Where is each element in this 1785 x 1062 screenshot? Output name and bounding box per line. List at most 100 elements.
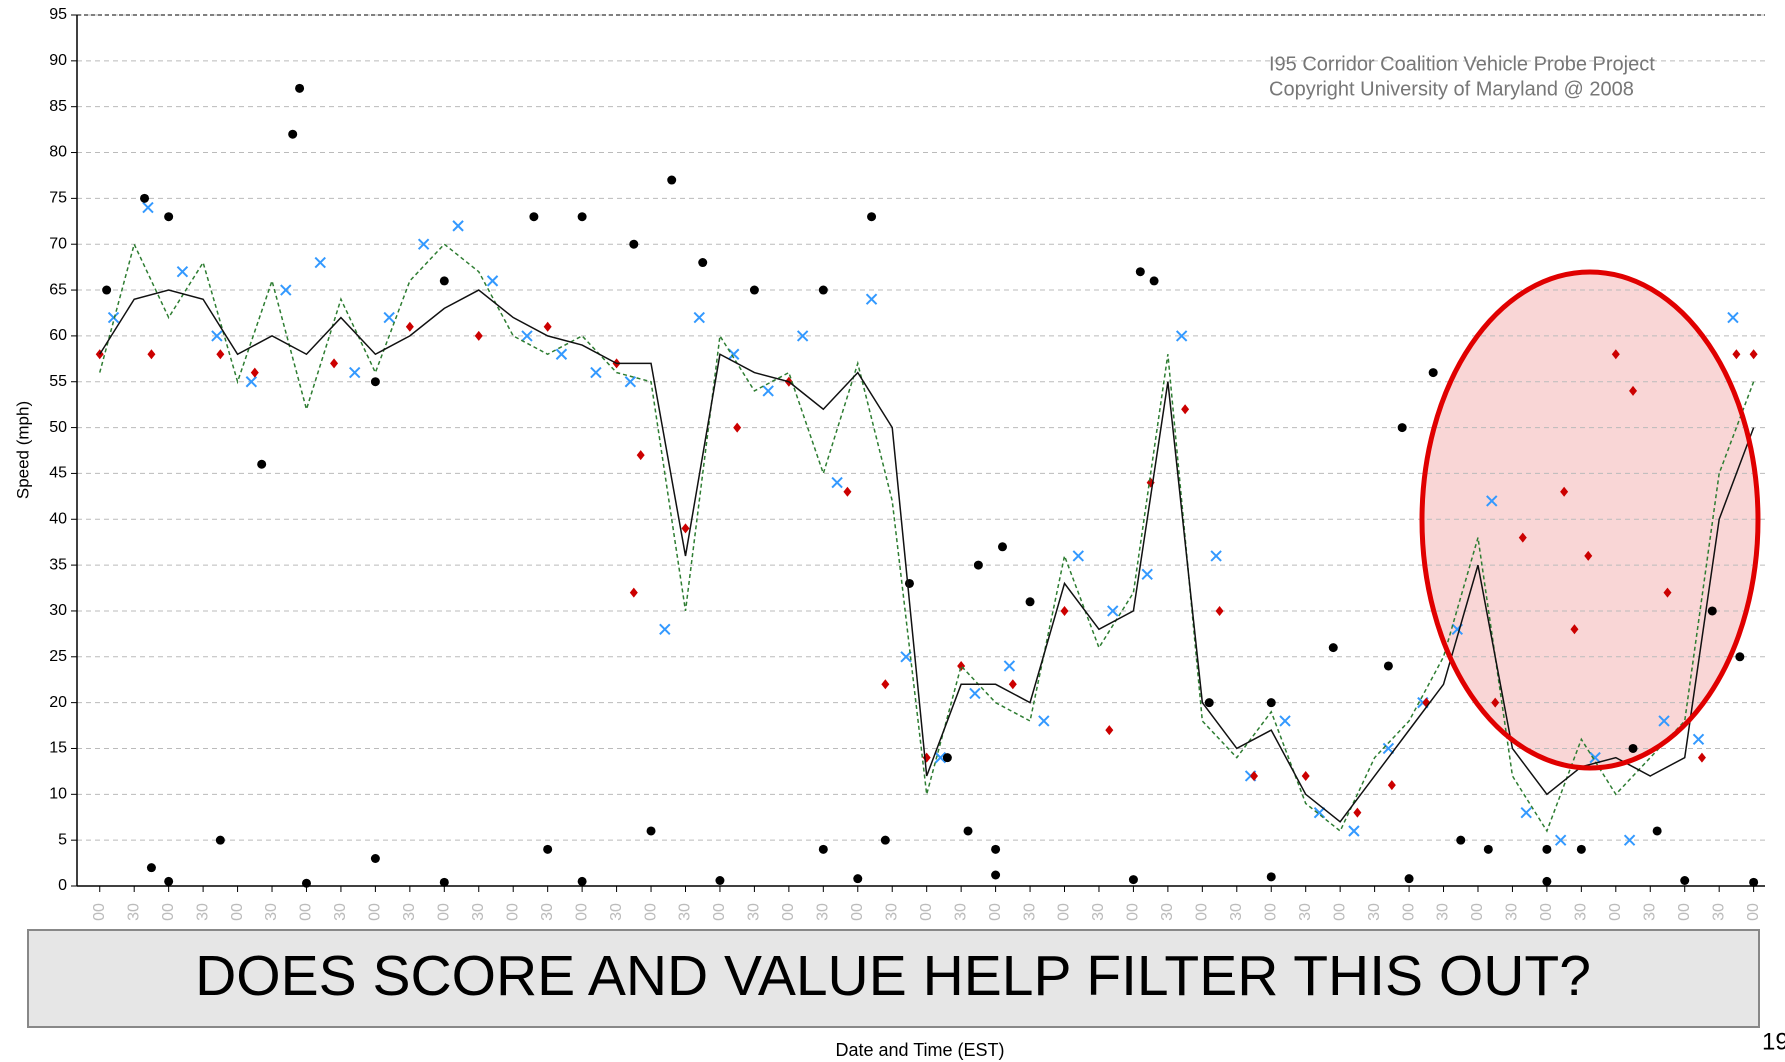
diamond-marker bbox=[405, 321, 414, 332]
y-tick-label: 85 bbox=[49, 98, 67, 115]
annotation: I95 Corridor Coalition Vehicle Probe Pro… bbox=[1269, 53, 1655, 75]
highlight-ellipse bbox=[1419, 269, 1761, 771]
diamond-marker bbox=[250, 367, 259, 378]
x-tick-label: 30 bbox=[952, 903, 969, 921]
dot-marker bbox=[439, 877, 449, 887]
dot-marker bbox=[997, 542, 1007, 552]
dot-marker bbox=[1680, 875, 1690, 885]
y-tick-label: 55 bbox=[49, 373, 67, 390]
diamond-marker bbox=[147, 349, 156, 360]
dot-marker bbox=[1383, 661, 1393, 671]
x-marker bbox=[659, 623, 671, 635]
x-marker bbox=[107, 311, 120, 324]
x-tick-label: 00 bbox=[1538, 903, 1555, 921]
x-marker bbox=[1003, 660, 1016, 672]
dot-marker bbox=[577, 876, 587, 886]
dot-marker bbox=[749, 285, 759, 295]
x-tick-label: 00 bbox=[160, 903, 177, 921]
diamond-marker bbox=[543, 321, 552, 332]
x-tick-label: 00 bbox=[987, 903, 1004, 921]
x-marker bbox=[1175, 330, 1188, 342]
x-marker bbox=[1554, 834, 1567, 846]
x-tick-label: 00 bbox=[1469, 903, 1486, 921]
x-tick-label: 30 bbox=[332, 903, 349, 921]
x-tick-label: 00 bbox=[918, 903, 935, 921]
y-tick-label: 75 bbox=[49, 190, 67, 207]
dot-marker bbox=[140, 193, 150, 203]
x-marker bbox=[452, 220, 464, 232]
diamond-marker bbox=[1301, 770, 1310, 781]
x-tick-label: 30 bbox=[470, 903, 487, 921]
callout-box bbox=[27, 929, 1760, 1028]
dot-marker bbox=[818, 285, 828, 295]
diamond-marker bbox=[1215, 605, 1224, 616]
plot-layer: 0 5 10 15 20 25 30 35 40 45 50 55 60 65 70 75 80 85 90 95 00… bbox=[49, 6, 1765, 921]
dot-marker bbox=[1266, 698, 1276, 708]
y-tick-label: 90 bbox=[49, 52, 67, 69]
annotation: Copyright University of Maryland @ 2008 bbox=[1269, 78, 1634, 100]
x-tick-label: 00 bbox=[642, 903, 659, 921]
x-tick-label: 30 bbox=[1435, 903, 1452, 921]
diamond-marker bbox=[843, 486, 852, 497]
y-tick-label: 50 bbox=[49, 419, 67, 436]
x-tick-label: 00 bbox=[573, 903, 590, 921]
dot-marker bbox=[1135, 267, 1145, 277]
y-axis-label: Speed (mph) bbox=[13, 401, 32, 499]
dot-marker bbox=[295, 83, 305, 93]
y-tick-label: 0 bbox=[58, 877, 67, 894]
diamond-marker bbox=[1749, 349, 1758, 360]
dot-marker bbox=[646, 826, 656, 836]
diamond-marker bbox=[1732, 349, 1741, 360]
x-marker bbox=[349, 366, 361, 379]
diamond-marker bbox=[681, 523, 690, 534]
callout-text: DOES SCORE AND VALUE HELP FILTER THIS OU… bbox=[195, 944, 1591, 1008]
page-number: 19 bbox=[1762, 1028, 1785, 1055]
x-tick-label: 30 bbox=[883, 903, 900, 921]
dot-marker bbox=[818, 844, 828, 854]
x-tick-label: 00 bbox=[1745, 903, 1762, 921]
y-tick-label: 35 bbox=[49, 556, 67, 573]
dot-marker bbox=[146, 863, 156, 873]
x-marker bbox=[245, 376, 258, 388]
diamond-marker bbox=[1353, 807, 1362, 818]
diamond-marker bbox=[1060, 605, 1069, 616]
x-marker bbox=[590, 366, 602, 379]
x-marker bbox=[211, 330, 223, 342]
trend-line bbox=[99, 242, 1755, 833]
y-tick-label: 20 bbox=[49, 694, 67, 711]
x-tick-label: 00 bbox=[1262, 903, 1279, 921]
dot-marker bbox=[1025, 597, 1035, 607]
x-marker bbox=[762, 385, 774, 397]
x-marker bbox=[521, 330, 533, 342]
x-marker bbox=[1038, 715, 1050, 727]
x-tick-label: 30 bbox=[401, 903, 418, 921]
dot-marker bbox=[164, 212, 174, 222]
dot-marker bbox=[698, 258, 708, 268]
y-tick-label: 95 bbox=[49, 6, 67, 23]
x-marker bbox=[1279, 715, 1291, 727]
y-tick-label: 15 bbox=[49, 740, 67, 757]
x-tick-label: 00 bbox=[436, 903, 453, 921]
x-tick-label: 00 bbox=[367, 903, 384, 921]
x-marker bbox=[142, 201, 154, 214]
dot-marker bbox=[439, 276, 449, 286]
dot-marker bbox=[853, 874, 863, 884]
x-marker bbox=[1107, 605, 1119, 617]
dot-marker bbox=[1707, 606, 1717, 616]
dot-marker bbox=[1204, 698, 1214, 708]
x-tick-label: 00 bbox=[1194, 903, 1211, 921]
x-tick-label: 30 bbox=[677, 903, 694, 921]
diamond-marker bbox=[474, 330, 483, 341]
x-marker bbox=[280, 284, 292, 296]
dot-marker bbox=[942, 753, 952, 763]
x-marker bbox=[1486, 495, 1498, 507]
dot-marker bbox=[164, 876, 174, 886]
x-tick-label: 30 bbox=[194, 903, 211, 921]
x-tick-label: 30 bbox=[125, 903, 142, 921]
x-tick-label: 30 bbox=[608, 903, 625, 921]
dot-marker bbox=[1483, 844, 1493, 854]
x-marker bbox=[486, 275, 499, 287]
x-marker bbox=[1141, 568, 1153, 580]
dot-marker bbox=[1735, 652, 1745, 662]
y-tick-label: 40 bbox=[49, 510, 67, 527]
